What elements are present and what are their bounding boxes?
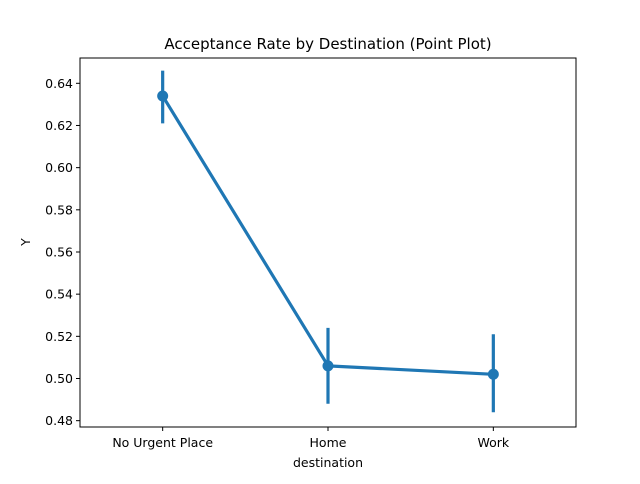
y-tick-label: 0.50 [45, 371, 73, 386]
data-point [487, 368, 499, 380]
y-tick-label: 0.62 [45, 118, 73, 133]
x-axis-label: destination [293, 455, 363, 470]
y-tick-label: 0.48 [45, 413, 73, 428]
chart-title: Acceptance Rate by Destination (Point Pl… [164, 35, 491, 53]
y-axis-label: Y [18, 238, 33, 247]
y-tick-label: 0.64 [45, 76, 73, 91]
plot-area: 0.48 0.50 0.52 0.54 0.56 0.58 0.60 0.62 0.64 No U… [45, 57, 577, 450]
y-tick-label: 0.56 [45, 244, 73, 259]
data-point [322, 360, 334, 372]
y-tick-label: 0.54 [45, 287, 73, 302]
x-tick-label: Home [310, 435, 347, 450]
y-tick-label: 0.60 [45, 160, 73, 175]
x-tick-label: Work [478, 435, 510, 450]
y-tick-label: 0.58 [45, 202, 73, 217]
x-tick-label: No Urgent Place [112, 435, 213, 450]
y-tick-label: 0.52 [45, 329, 73, 344]
data-point [157, 90, 169, 102]
